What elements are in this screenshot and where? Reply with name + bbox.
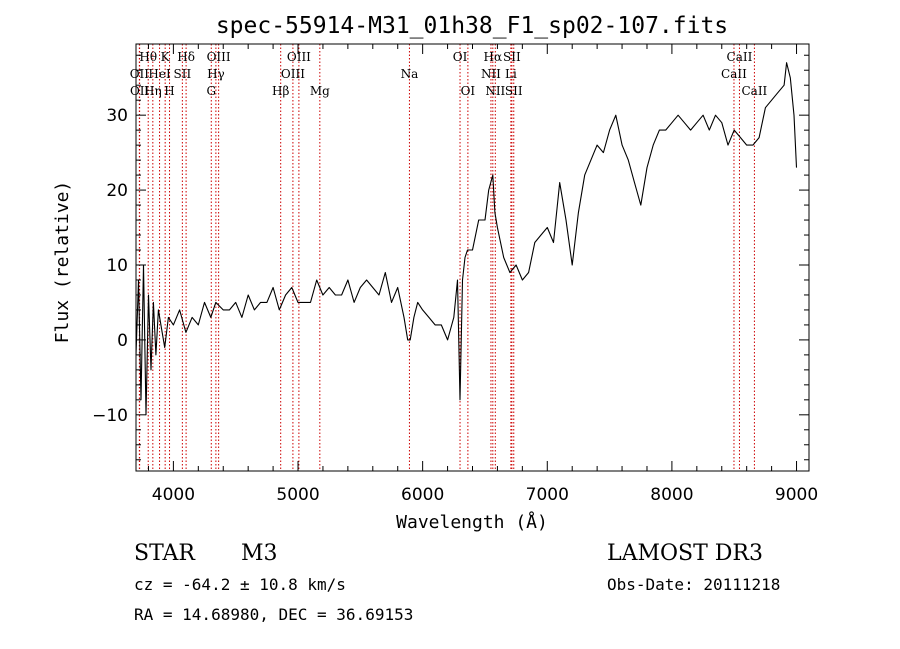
line-label: OIII	[281, 67, 305, 81]
line-label: CaII	[727, 50, 753, 64]
obs-date-text: Obs-Date: 20111218	[607, 575, 780, 594]
x-tick-label: 9000	[775, 485, 818, 505]
line-label: SII	[505, 84, 523, 98]
y-tick-label: 0	[117, 331, 128, 351]
line-label: OII	[130, 67, 150, 81]
line-label: CaII	[721, 67, 747, 81]
x-axis: 4000 5000 6000 7000 8000 9000	[147, 44, 818, 505]
line-label: Li	[505, 67, 517, 81]
redshift-text: cz = -64.2 ± 10.8 km/s	[134, 575, 346, 594]
y-tick-label: 30	[106, 106, 128, 126]
x-axis-label: Wavelength (Å)	[396, 511, 548, 533]
x-tick-label: 7000	[526, 485, 569, 505]
chart-title: spec-55914-M31_01h38_F1_sp02-107.fits	[216, 13, 728, 39]
line-label: Hη	[144, 84, 162, 98]
line-label: OI	[453, 50, 468, 64]
line-label: H	[164, 84, 174, 98]
line-label: Hδ	[177, 50, 195, 64]
x-tick-label: 6000	[401, 485, 444, 505]
y-tick-label: −10	[92, 406, 128, 426]
object-class: STAR	[134, 541, 196, 566]
line-label: Hγ	[207, 67, 225, 81]
line-label: SII	[503, 50, 521, 64]
x-tick-label: 8000	[650, 485, 693, 505]
line-label: SII	[174, 67, 192, 81]
line-label: Na	[401, 67, 419, 81]
emission-line-markers	[138, 44, 755, 471]
line-label: Hα	[484, 50, 503, 64]
survey-name: LAMOST DR3	[607, 541, 763, 566]
line-label: NII	[481, 67, 501, 81]
line-label: CaII	[741, 84, 767, 98]
y-tick-label: 10	[106, 256, 128, 276]
y-axis-label: Flux (relative)	[52, 181, 73, 344]
emission-line-labels: HθOIIOIIHηHeIKHSIIHδGHγOIIIHβOIIIOIIIMgN…	[130, 50, 768, 98]
line-label: Hβ	[272, 84, 289, 98]
line-label: HeI	[148, 67, 171, 81]
line-label: Hθ	[139, 50, 157, 64]
x-tick-label: 4000	[152, 485, 195, 505]
line-label: OIII	[207, 50, 231, 64]
line-label: OII	[130, 84, 150, 98]
line-label: NII	[485, 84, 505, 98]
line-label: Mg	[310, 84, 330, 98]
x-tick-label: 5000	[276, 485, 319, 505]
spectrum-line	[135, 62, 798, 416]
object-subclass: M3	[241, 541, 278, 566]
line-label: OIII	[287, 50, 311, 64]
line-label: K	[161, 50, 171, 64]
plot-frame	[135, 43, 810, 472]
line-label: G	[206, 84, 216, 98]
line-label: OI	[461, 84, 476, 98]
y-axis: −10 0 10 20 30	[92, 54, 809, 461]
y-tick-label: 20	[106, 181, 128, 201]
coordinates-text: RA = 14.68980, DEC = 36.69153	[134, 605, 413, 624]
